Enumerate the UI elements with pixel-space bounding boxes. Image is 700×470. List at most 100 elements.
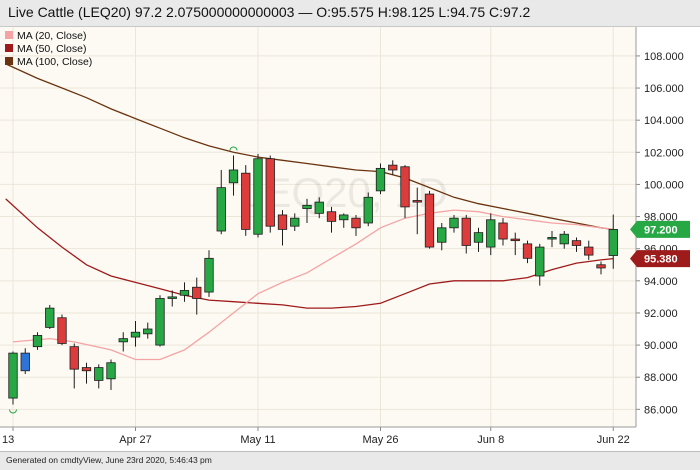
candle[interactable] xyxy=(498,218,508,246)
candle-body xyxy=(363,196,373,224)
candle[interactable] xyxy=(547,231,557,248)
candle-body xyxy=(326,211,337,222)
candle[interactable] xyxy=(486,213,496,256)
candle[interactable] xyxy=(437,222,447,251)
price-tag-label: 95.380 xyxy=(644,254,678,266)
candle-body xyxy=(106,362,116,380)
candle-body xyxy=(522,243,533,259)
candle-body xyxy=(375,167,386,192)
candle[interactable] xyxy=(277,210,288,246)
candle-body xyxy=(277,214,288,230)
candle-body xyxy=(314,201,324,214)
chart-area[interactable]: LEQ20, 1D 108.000 106.000 104.000 102.000 10… xyxy=(0,27,700,451)
candle[interactable] xyxy=(228,155,239,196)
price-axis-background xyxy=(636,27,700,451)
candle-body xyxy=(547,237,557,240)
y-tick-label: 108.000 xyxy=(644,51,684,63)
candle[interactable] xyxy=(8,351,18,405)
candle[interactable] xyxy=(204,250,214,297)
candle[interactable] xyxy=(461,214,471,254)
candle-body xyxy=(57,317,67,344)
candle[interactable] xyxy=(473,227,484,252)
candle[interactable] xyxy=(522,240,533,264)
candle[interactable] xyxy=(535,243,545,286)
candle[interactable] xyxy=(302,198,312,223)
candle-body xyxy=(424,193,435,248)
candle-body xyxy=(486,219,496,248)
candle-body xyxy=(265,158,275,227)
candle[interactable] xyxy=(608,214,618,269)
candle[interactable] xyxy=(375,163,386,195)
x-tick-label: Apr 27 xyxy=(119,434,151,446)
candle[interactable] xyxy=(400,165,410,219)
price-chart[interactable]: LEQ20, 1D 108.000106.000104.000102.00010… xyxy=(0,27,700,451)
candle[interactable] xyxy=(265,155,275,233)
legend-swatch xyxy=(5,44,13,52)
candle-body xyxy=(253,158,263,235)
candle[interactable] xyxy=(596,261,606,275)
candle[interactable] xyxy=(69,343,79,389)
candle-body xyxy=(228,169,239,184)
candle[interactable] xyxy=(57,314,67,346)
candle[interactable] xyxy=(559,231,569,249)
candle[interactable] xyxy=(106,359,116,391)
candle-body xyxy=(241,172,251,230)
candle-body xyxy=(339,214,349,221)
candle-body xyxy=(143,328,153,335)
candle[interactable] xyxy=(155,295,165,347)
title-bar: Live Cattle (LEQ20) 97.2 2.0750000000000… xyxy=(0,0,700,27)
candle-body xyxy=(437,227,447,243)
candle[interactable] xyxy=(424,190,435,249)
candle-body xyxy=(535,246,545,277)
y-tick-label: 92.000 xyxy=(644,308,678,320)
candle[interactable] xyxy=(314,197,324,219)
candle[interactable] xyxy=(81,362,92,384)
price-tag xyxy=(630,220,690,238)
candle[interactable] xyxy=(192,277,202,315)
x-tick-label: 13 xyxy=(2,434,14,446)
candle[interactable] xyxy=(351,214,361,236)
candle[interactable] xyxy=(339,213,349,228)
candle-body xyxy=(69,346,79,370)
candle-body xyxy=(596,264,606,269)
candle[interactable] xyxy=(32,332,43,350)
candle[interactable] xyxy=(45,304,55,330)
legend-swatch xyxy=(5,57,13,65)
candle[interactable] xyxy=(510,232,520,256)
candle[interactable] xyxy=(94,364,104,389)
candle[interactable] xyxy=(241,165,251,236)
candle-body xyxy=(510,238,520,242)
candle-body xyxy=(571,240,582,246)
candle[interactable] xyxy=(216,169,226,235)
candle[interactable] xyxy=(326,206,337,233)
candle[interactable] xyxy=(179,282,190,302)
candle[interactable] xyxy=(290,213,300,232)
candle[interactable] xyxy=(253,153,263,238)
candle-body xyxy=(473,232,484,243)
candle[interactable] xyxy=(388,160,398,175)
candle[interactable] xyxy=(20,348,30,374)
ma100-line xyxy=(5,63,614,231)
candle-body xyxy=(179,290,190,296)
candle-body xyxy=(8,352,18,399)
x-tick-label: Jun 22 xyxy=(597,434,630,446)
candle-body xyxy=(400,166,410,208)
candle[interactable] xyxy=(143,322,153,339)
candle-body xyxy=(155,298,165,346)
candle-body xyxy=(118,338,128,343)
candle[interactable] xyxy=(167,290,177,307)
candle[interactable] xyxy=(449,214,459,233)
candle[interactable] xyxy=(130,320,141,347)
candle[interactable] xyxy=(118,332,128,352)
legend-label: MA (50, Close) xyxy=(17,43,86,55)
price-tag xyxy=(630,250,690,268)
candle[interactable] xyxy=(412,187,422,235)
candle[interactable] xyxy=(571,237,582,252)
swing-high-marker xyxy=(229,146,238,151)
candle[interactable] xyxy=(363,192,373,227)
candle-body xyxy=(192,286,202,299)
candle[interactable] xyxy=(584,240,594,260)
x-tick-label: Jun 8 xyxy=(477,434,504,446)
candle-body xyxy=(559,233,569,245)
legend-label: MA (100, Close) xyxy=(17,56,92,68)
